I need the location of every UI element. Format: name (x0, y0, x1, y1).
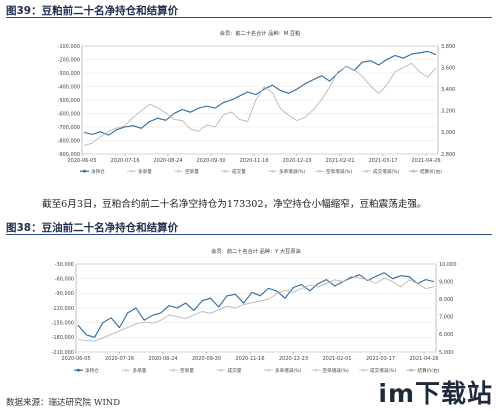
legend-marker (318, 169, 321, 173)
series-settlement-price-line (83, 62, 437, 146)
legend-marker (77, 368, 80, 372)
y-left-tick-label: -400,000 (58, 84, 80, 90)
y-right-tick-label: 3,000 (441, 130, 455, 136)
legend-label: 空单量 (180, 367, 194, 374)
x-tick-label: 2020-08-24 (153, 158, 182, 164)
chart1: 会员：前二十名合计 品种：M 豆粕 -100,000 -200,000 -300,00… (58, 29, 456, 175)
legend-label: 空单增减(%) (323, 367, 350, 374)
chart-title: 会员：前二十名合计 品种：M 豆粕 (220, 29, 300, 37)
y-right-tick-label: 10,000 (439, 262, 457, 268)
legend-marker (83, 169, 86, 173)
y-right-tick-label: 3,600 (441, 65, 455, 71)
figure2-title: 图38：豆油前二十名净持仓和结算价 (6, 222, 179, 234)
figure1-rule (6, 17, 492, 18)
y-right-tick-label: 5,000 (439, 350, 453, 356)
x-tick-label: 2020-08-24 (148, 356, 177, 362)
x-tick-label: 2020-11-16 (239, 158, 268, 164)
x-tick-label: 2020-12-23 (282, 158, 311, 164)
x-tick-label: 2020-06-05 (61, 356, 90, 362)
legend-marker (130, 169, 133, 173)
analysis-caption: 截至6月3日，豆粕合约前二十名净空持仓为173302，净空持仓小幅缩窄，豆粕震荡… (42, 199, 427, 210)
legend-marker (409, 368, 413, 372)
legend-label: 多单量 (133, 367, 147, 374)
x-tick-label: 2021-02-01 (322, 356, 351, 362)
legend-label: 空单增减(%) (326, 168, 353, 175)
y-left-tick-label: -100,000 (58, 44, 80, 50)
legend-label: 多单增减(%) (275, 367, 302, 374)
y-left-tick-label: -200,000 (58, 57, 80, 63)
y-left-tick-label: -800,000 (58, 138, 80, 144)
y-right-tick-label: 6,000 (439, 332, 453, 338)
y-left-tick-label: -210,000 (52, 350, 74, 356)
y-left-tick-label: -500,000 (58, 98, 80, 104)
y-left-tick-label: -700,000 (58, 125, 80, 131)
x-tick-label: 2021-02-01 (325, 158, 354, 164)
x-tick-label: 2020-09-30 (196, 158, 225, 164)
legend-label: 结算价(右) (418, 367, 440, 374)
series-net-position-line (77, 272, 435, 338)
legend-label: 净持仓 (85, 367, 99, 374)
legend-label: 结算价(右) (420, 168, 442, 175)
x-tick-label: 2020-07-16 (105, 356, 134, 362)
y-right-tick-label: 3,200 (441, 109, 455, 115)
legend-marker (314, 368, 318, 372)
legend-marker (271, 169, 274, 173)
y-right-tick-label: 7,000 (439, 315, 453, 321)
legend-label: 空单量 (185, 168, 199, 175)
chart2: 会员：前二十名合计 品种：Y 大豆原油 -30,000 -60,000 -90,000… (52, 247, 457, 374)
legend-marker (172, 368, 175, 372)
y-left-tick-label: -150,000 (52, 320, 74, 326)
y-left-tick-label: -90,000 (55, 291, 74, 297)
legend-marker (219, 368, 223, 372)
legend-marker (224, 169, 227, 173)
y-right-tick-label: 3,800 (441, 44, 455, 50)
x-tick-label: 2020-11-16 (235, 356, 264, 362)
x-tick-label: 2020-09-30 (192, 356, 221, 362)
legend-marker (362, 368, 365, 372)
y-left-tick-label: -300,000 (58, 71, 80, 77)
y-right-tick-label: 3,400 (441, 87, 455, 93)
x-tick-label: 2020-12-23 (279, 356, 308, 362)
y-right-tick-label: 9,000 (439, 279, 453, 285)
series-settlement-price-line (77, 275, 435, 342)
legend-label: 成交量 (232, 168, 246, 175)
legend-marker (412, 169, 415, 173)
watermark-logo: im下载站 (325, 376, 493, 408)
y-left-tick-label: -180,000 (52, 335, 74, 341)
watermark-text: im下载站 (378, 379, 493, 408)
legend-marker (365, 169, 368, 173)
legend-marker (177, 169, 180, 173)
x-tick-label: 2020-06-05 (67, 158, 96, 164)
y-right-tick-label: 2,800 (441, 152, 455, 158)
legend-label: 净持仓 (91, 168, 105, 175)
legend-marker (267, 368, 270, 372)
x-tick-label: 2021-04-26 (411, 158, 440, 164)
y-right-tick-label: 8,000 (439, 297, 453, 303)
data-source: 数据来源：瑞达研究院 WIND (6, 398, 121, 408)
y-left-tick-label: -30,000 (55, 262, 74, 268)
legend-label: 成交增减(%) (373, 168, 400, 175)
chart-title: 会员：前二十名合计 品种：Y 大豆原油 (211, 247, 300, 255)
legend-marker (124, 368, 128, 372)
figure2-rule (6, 234, 492, 235)
series-net-position-line (83, 50, 437, 136)
legend-label: 多单增减(%) (279, 168, 306, 175)
legend-label: 成交增减(%) (370, 367, 397, 374)
figure1-title: 图39：豆粕前二十名净持仓和结算价 (6, 5, 179, 17)
x-tick-label: 2021-03-17 (366, 356, 395, 362)
legend-label: 多单量 (138, 168, 152, 175)
x-tick-label: 2021-04-26 (409, 356, 438, 362)
x-tick-label: 2020-07-16 (110, 158, 139, 164)
x-tick-label: 2021-03-17 (368, 158, 397, 164)
y-left-tick-label: -600,000 (58, 111, 80, 117)
legend-label: 成交量 (228, 367, 242, 374)
y-left-tick-label: -120,000 (52, 306, 74, 312)
y-left-tick-label: -60,000 (55, 276, 74, 282)
y-left-tick-label: -900,000 (58, 152, 80, 158)
